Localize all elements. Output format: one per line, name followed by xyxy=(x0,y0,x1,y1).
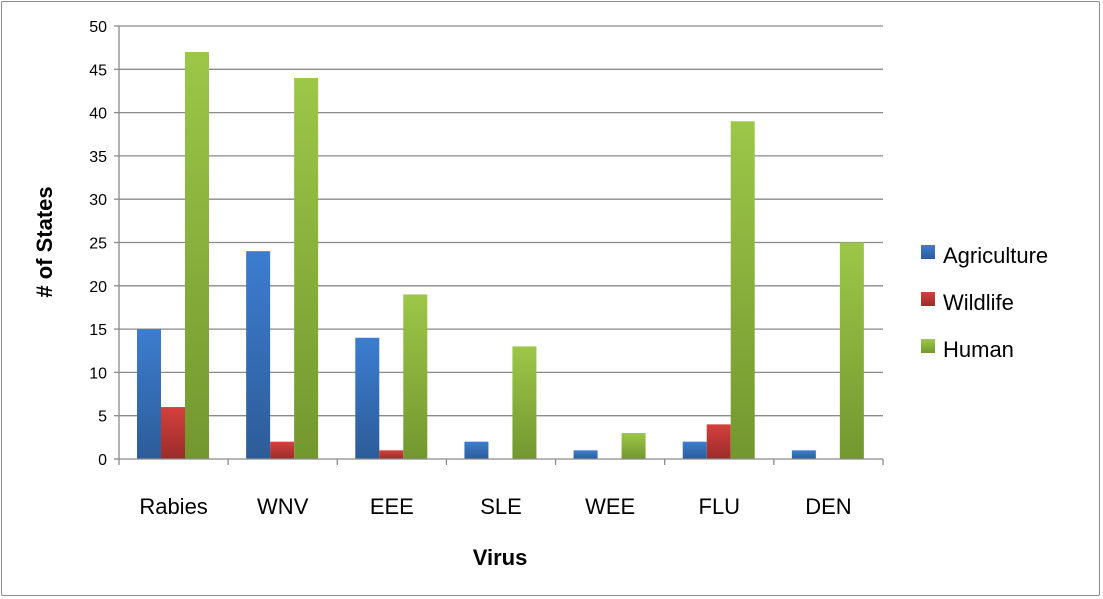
x-tick-label: DEN xyxy=(805,494,851,519)
legend-swatch-wildlife xyxy=(921,292,935,306)
bar-human-eee xyxy=(403,294,428,459)
y-tick-label: 30 xyxy=(89,192,107,209)
gridlines xyxy=(119,25,883,417)
x-tick-label: EEE xyxy=(370,494,414,519)
x-tick-label: Rabies xyxy=(139,494,207,519)
bar-wildlife-eee xyxy=(379,450,404,459)
bar-human-sle xyxy=(512,346,537,459)
legend-label-wildlife: Wildlife xyxy=(943,290,1014,315)
y-tick-label: 25 xyxy=(89,236,107,253)
y-tick-label: 0 xyxy=(98,452,107,469)
y-tick-label: 20 xyxy=(89,279,107,296)
bar-agriculture-sle xyxy=(464,441,489,459)
legend: Agriculture Wildlife Human xyxy=(921,243,1048,362)
y-axis-title: # of States xyxy=(32,186,57,297)
x-tick-label: WEE xyxy=(585,494,635,519)
y-tick-label: 15 xyxy=(89,322,107,339)
x-tick-label: WNV xyxy=(257,494,309,519)
bars xyxy=(137,51,864,460)
bar-wildlife-wnv xyxy=(270,441,295,459)
bar-agriculture-wee xyxy=(573,450,598,459)
bar-agriculture-den xyxy=(791,450,816,459)
legend-label-human: Human xyxy=(943,337,1014,362)
bar-agriculture-rabies xyxy=(137,329,161,459)
axes: 0 5 10 15 20 25 30 35 40 45 50 Rabies WNV EEE SLE WEE FL… xyxy=(89,19,884,519)
bar-human-rabies xyxy=(185,51,209,459)
x-axis-title: Virus xyxy=(473,545,528,570)
bar-human-den xyxy=(839,242,864,459)
y-tick-label: 40 xyxy=(89,106,107,123)
bar-agriculture-flu xyxy=(682,441,707,459)
legend-swatch-human xyxy=(921,339,935,353)
legend-label-agriculture: Agriculture xyxy=(943,243,1048,268)
y-tick-label: 10 xyxy=(89,365,107,382)
bar-wildlife-flu xyxy=(706,424,731,459)
bar-human-wnv xyxy=(294,77,319,460)
x-tick-label: FLU xyxy=(699,494,741,519)
bar-agriculture-wnv xyxy=(246,251,271,459)
x-tick-label: SLE xyxy=(480,494,522,519)
bar-human-wee xyxy=(621,433,646,459)
y-tick-label: 50 xyxy=(89,19,107,36)
legend-swatch-agriculture xyxy=(921,245,935,259)
y-tick-label: 45 xyxy=(89,62,107,79)
y-tick-label: 35 xyxy=(89,149,107,166)
y-tick-label: 5 xyxy=(98,409,107,426)
bar-human-flu xyxy=(730,121,755,459)
bar-wildlife-rabies xyxy=(161,407,185,459)
bar-agriculture-eee xyxy=(355,337,380,459)
